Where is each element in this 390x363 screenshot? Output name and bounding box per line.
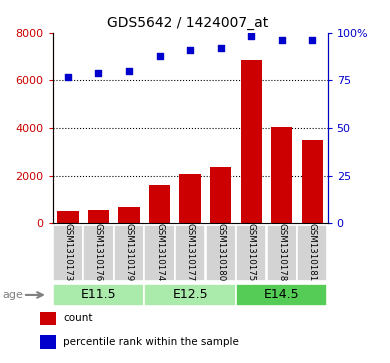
Text: GSM1310177: GSM1310177	[186, 223, 195, 281]
Text: GSM1310178: GSM1310178	[277, 223, 286, 281]
Point	[309, 37, 316, 43]
Bar	[301, 140, 323, 223]
Bar	[241, 60, 262, 223]
Point	[95, 70, 101, 76]
Bar	[297, 225, 328, 281]
Bar	[236, 284, 328, 306]
Point	[278, 37, 285, 43]
Text: GSM1310174: GSM1310174	[155, 223, 164, 281]
Bar	[149, 185, 170, 223]
Bar	[179, 174, 201, 223]
Bar	[271, 127, 292, 223]
Text: GSM1310180: GSM1310180	[216, 223, 225, 281]
Bar	[236, 225, 266, 281]
Point	[187, 47, 193, 53]
Text: count: count	[63, 313, 92, 323]
Bar	[144, 225, 175, 281]
Bar	[144, 284, 236, 306]
Bar	[206, 225, 236, 281]
Text: GDS5642 / 1424007_at: GDS5642 / 1424007_at	[106, 16, 268, 30]
Bar	[175, 225, 205, 281]
Text: GSM1310179: GSM1310179	[124, 223, 133, 281]
Text: GSM1310173: GSM1310173	[64, 223, 73, 281]
Bar	[40, 312, 56, 325]
Bar	[88, 210, 109, 223]
Text: E11.5: E11.5	[81, 288, 116, 301]
Bar	[210, 167, 231, 223]
Bar	[118, 207, 140, 223]
Bar	[53, 284, 144, 306]
Text: E12.5: E12.5	[172, 288, 208, 301]
Bar	[267, 225, 297, 281]
Text: age: age	[2, 290, 23, 300]
Point	[126, 68, 132, 74]
Text: GSM1310175: GSM1310175	[247, 223, 256, 281]
Bar	[40, 335, 56, 348]
Point	[218, 45, 224, 51]
Text: percentile rank within the sample: percentile rank within the sample	[63, 337, 239, 347]
Text: GSM1310176: GSM1310176	[94, 223, 103, 281]
Bar	[114, 225, 144, 281]
Text: E14.5: E14.5	[264, 288, 300, 301]
Point	[156, 53, 163, 58]
Bar	[57, 211, 79, 223]
Text: GSM1310181: GSM1310181	[308, 223, 317, 281]
Bar	[83, 225, 113, 281]
Point	[248, 33, 254, 39]
Bar	[53, 225, 83, 281]
Point	[65, 74, 71, 79]
